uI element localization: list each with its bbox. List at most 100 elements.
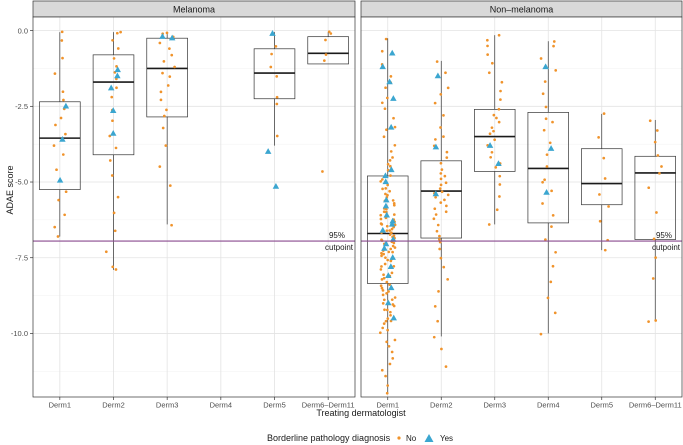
point-yes <box>495 160 502 167</box>
x-tick-label: Derm5 <box>263 401 286 410</box>
point-no <box>388 283 391 287</box>
point-no <box>392 264 396 268</box>
point-no <box>444 71 447 75</box>
point-no <box>158 165 162 168</box>
points-no-derm6-derm11 <box>321 30 333 173</box>
points-yes-derm1 <box>379 49 397 321</box>
point-no <box>654 319 658 322</box>
point-no <box>438 238 441 241</box>
point-yes <box>62 102 70 109</box>
point-no <box>500 80 504 84</box>
point-no <box>443 198 446 202</box>
point-no <box>442 265 446 269</box>
point-no <box>440 190 444 194</box>
point-yes <box>272 182 280 189</box>
point-yes <box>387 123 395 130</box>
point-no <box>607 205 610 208</box>
point-no <box>52 144 56 147</box>
point-no <box>602 156 606 160</box>
point-no <box>393 296 397 299</box>
point-no <box>275 134 279 138</box>
x-tick-label: Derm4 <box>537 401 560 410</box>
point-no <box>383 308 386 312</box>
point-no <box>487 223 491 226</box>
point-no <box>486 44 489 48</box>
point-no <box>388 233 392 237</box>
point-no <box>275 102 279 106</box>
point-no <box>603 177 607 180</box>
point-yes <box>382 240 390 247</box>
point-no <box>389 150 393 153</box>
point-no <box>385 391 389 395</box>
point-no <box>115 86 118 90</box>
point-no <box>113 229 117 233</box>
legend-label-no: No <box>406 434 417 443</box>
point-no <box>446 86 450 90</box>
point-no <box>115 77 118 81</box>
points-no-derm6-derm11 <box>647 119 663 323</box>
point-no <box>388 362 392 366</box>
point-no <box>112 211 116 215</box>
point-no <box>380 368 384 372</box>
point-no <box>168 75 172 78</box>
point-no <box>385 224 389 228</box>
point-no <box>392 213 396 216</box>
point-no <box>380 49 384 53</box>
point-no <box>541 180 544 184</box>
point-no <box>552 40 556 43</box>
point-no <box>440 168 444 171</box>
point-no <box>386 258 390 262</box>
point-no <box>495 208 499 212</box>
point-no <box>551 120 554 124</box>
box-derm1 <box>39 32 81 237</box>
point-no <box>391 156 394 159</box>
point-no <box>62 98 65 102</box>
point-no <box>380 251 383 255</box>
box-iqr <box>474 109 516 172</box>
point-no <box>329 32 333 35</box>
points-no-derm3 <box>158 31 176 227</box>
point-no <box>381 326 385 330</box>
point-no <box>54 123 57 127</box>
point-no <box>386 193 389 197</box>
point-no <box>380 238 383 242</box>
point-no <box>658 171 661 175</box>
point-no <box>393 338 397 342</box>
point-no <box>392 116 395 120</box>
point-no <box>438 247 442 251</box>
panel-title: Melanoma <box>173 5 215 15</box>
point-no <box>391 250 394 254</box>
point-no <box>168 184 172 187</box>
point-no <box>492 113 496 117</box>
point-no <box>382 252 385 256</box>
box-derm3 <box>474 35 516 225</box>
point-no <box>114 146 118 150</box>
cutpoint-label-line1: 95% <box>656 231 672 240</box>
point-yes <box>385 299 392 306</box>
point-no <box>274 44 278 48</box>
point-no <box>445 150 449 154</box>
point-yes <box>388 220 396 227</box>
point-no <box>437 290 440 293</box>
point-yes <box>388 284 395 291</box>
point-no <box>392 203 396 207</box>
point-no <box>603 248 607 252</box>
point-yes <box>434 72 442 79</box>
point-no <box>379 213 383 217</box>
point-no <box>382 273 385 277</box>
point-no <box>384 256 387 260</box>
point-no <box>552 44 555 48</box>
point-yes <box>390 314 397 321</box>
point-no <box>444 365 448 368</box>
box-derm5 <box>581 113 623 251</box>
box-iqr <box>307 36 349 65</box>
point-no <box>445 204 448 208</box>
point-no <box>656 154 660 157</box>
point-yes <box>381 245 388 251</box>
box-derm6-derm11 <box>307 32 349 65</box>
point-no <box>380 286 384 290</box>
point-no <box>388 229 391 232</box>
point-no <box>493 138 496 142</box>
points-no-derm4 <box>539 40 558 336</box>
points-no-derm1 <box>378 37 397 395</box>
